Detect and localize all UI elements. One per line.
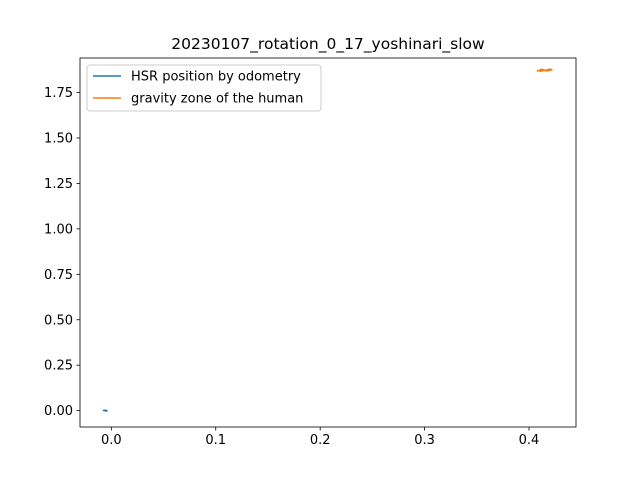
x-tick-label: 0.2 (310, 433, 331, 448)
y-tick-label: 1.25 (44, 177, 73, 192)
plot-area (80, 58, 576, 427)
legend-box (86, 64, 322, 112)
x-tick-label: 0.3 (414, 433, 435, 448)
legend-label-0: HSR position by odometry (131, 70, 301, 85)
y-tick-label: 1.75 (44, 86, 73, 101)
axes-layer: 0.0 0.1 0.2 0.3 0.4 0.00 0.25 0.50 0.75 1.00 1.25 1… (44, 57, 577, 448)
x-tick-label: 0.4 (519, 433, 540, 448)
y-tick-label: 0.75 (44, 268, 73, 283)
series-line-0 (102, 409, 108, 412)
axes-frame (79, 57, 577, 428)
chart-title: 20230107_rotation_0_17_yoshinari_slow (171, 35, 485, 54)
legend-label-1: gravity zone of the human (131, 92, 303, 107)
y-tick-label: 1.50 (44, 131, 73, 146)
plot-background (80, 58, 576, 427)
y-tick-label: 0.50 (44, 313, 73, 328)
x-tick-label: 0.1 (205, 433, 226, 448)
series-line-1 (536, 68, 553, 73)
series-layer (102, 68, 553, 412)
y-tick-label: 0.00 (44, 404, 73, 419)
legend: HSR position by odometry gravity zone of … (86, 64, 322, 112)
x-tick-label: 0.0 (101, 433, 122, 448)
y-tick-label: 0.25 (44, 359, 73, 374)
y-tick-label: 1.00 (44, 222, 73, 237)
